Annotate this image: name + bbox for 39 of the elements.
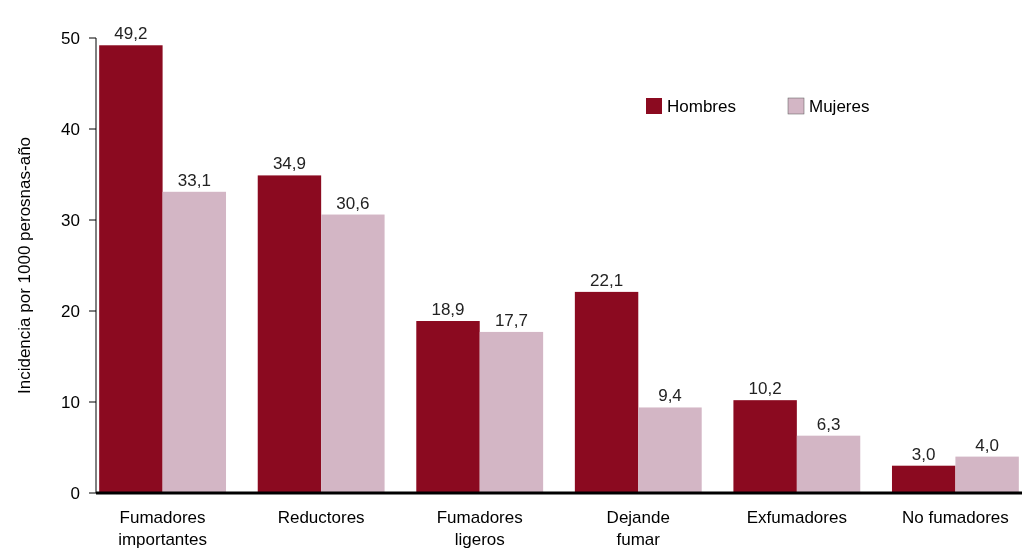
legend-label: Hombres xyxy=(667,96,736,116)
bar xyxy=(162,191,227,493)
legend-label: Mujeres xyxy=(809,96,870,116)
y-tick-label: 20 xyxy=(61,301,80,321)
x-tick-label: Dejande fumar xyxy=(606,508,670,549)
data-label: 22,1 xyxy=(590,270,624,290)
x-tick-label: Exfumadores xyxy=(746,508,847,527)
bar xyxy=(891,465,956,493)
y-tick-label: 50 xyxy=(61,28,80,48)
data-label: 30,6 xyxy=(336,193,370,213)
x-tick-label: Reductores xyxy=(277,508,365,527)
bar xyxy=(416,321,480,493)
data-label: 49,2 xyxy=(114,24,148,44)
y-tick-label: 40 xyxy=(61,119,80,139)
y-axis-title: Incidencia por 1000 perosnas-año xyxy=(15,136,34,395)
bar xyxy=(479,331,544,493)
data-label: 4,0 xyxy=(975,435,999,455)
bar xyxy=(955,456,1019,493)
y-tick-label: 0 xyxy=(70,483,80,503)
bar xyxy=(257,175,322,493)
data-label: 3,0 xyxy=(911,444,936,464)
bar xyxy=(321,214,385,493)
bar xyxy=(638,407,702,493)
x-tick-label: Fumadores ligeros xyxy=(436,508,523,549)
bar xyxy=(99,45,163,493)
bar xyxy=(733,400,797,493)
y-tick-label: 10 xyxy=(61,392,80,412)
y-tick-label: 30 xyxy=(61,210,80,230)
data-label: 33,1 xyxy=(177,170,211,190)
x-tick-label: Fumadores importantes xyxy=(118,508,208,549)
x-tick-label: No fumadores xyxy=(902,508,1009,527)
data-label: 34,9 xyxy=(272,154,306,174)
bar xyxy=(574,291,639,493)
data-label: 10,2 xyxy=(748,379,782,399)
data-label: 18,9 xyxy=(431,300,465,320)
bar xyxy=(796,435,861,493)
data-label: 9,4 xyxy=(658,386,682,406)
data-label: 17,7 xyxy=(494,310,528,330)
data-label: 6,3 xyxy=(816,414,841,434)
